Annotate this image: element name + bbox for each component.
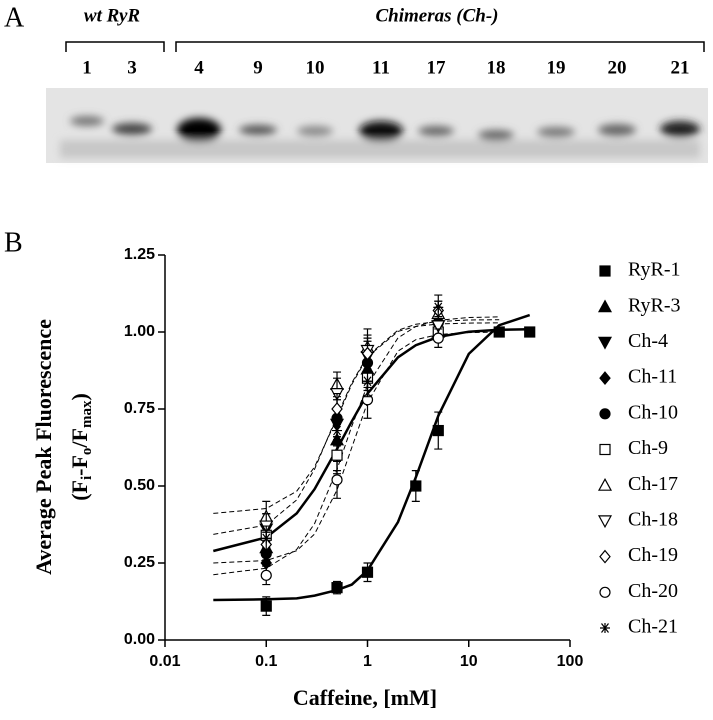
band: [177, 118, 221, 142]
lane-label: 20: [608, 57, 627, 78]
fit-curve: [213, 331, 500, 564]
band: [660, 121, 700, 137]
x-tick-label: 0.01: [149, 653, 180, 670]
band: [537, 127, 575, 137]
legend-label: RyR-3: [628, 294, 681, 316]
marker: [597, 477, 613, 491]
group-label: wt RyR: [84, 5, 140, 26]
subscript: o: [79, 448, 95, 456]
marker: [600, 623, 610, 633]
gel: [46, 88, 708, 163]
x-axis-title: Caffeine, [mM]: [293, 685, 437, 710]
label-part: ): [67, 393, 92, 400]
marker: [260, 569, 272, 581]
legend-label: Ch-20: [628, 580, 678, 602]
bracket: [65, 41, 165, 52]
y-axis-title: (Fi-Fo/Fmax): [67, 393, 95, 501]
band: [70, 116, 104, 126]
y-axis-title: Average Peak Fluorescence: [31, 319, 56, 575]
legend-label: Ch-18: [628, 508, 678, 530]
legend-label: Ch-4: [628, 330, 668, 352]
marker: [331, 474, 343, 486]
band: [418, 126, 454, 136]
lane-label: 4: [194, 57, 204, 78]
marker: [431, 320, 446, 334]
lane-label: 18: [487, 57, 506, 78]
fit-curve: [213, 313, 531, 602]
y-tick-label: 0.50: [124, 477, 155, 494]
marker: [599, 408, 611, 420]
lane-label: 9: [253, 57, 263, 78]
label-part: (F: [67, 480, 92, 501]
marker: [260, 600, 272, 612]
lane-label: 10: [306, 57, 325, 78]
legend-label: Ch-17: [628, 473, 678, 495]
marker: [362, 376, 373, 387]
lane-label: 11: [372, 57, 390, 78]
x-tick-label: 0.1: [255, 653, 277, 670]
marker: [332, 425, 343, 436]
marker: [331, 582, 343, 594]
marker: [597, 515, 613, 529]
legend-label: RyR-1: [628, 259, 681, 281]
marker: [599, 371, 611, 386]
marker: [331, 402, 343, 416]
marker: [599, 443, 611, 456]
marker: [597, 336, 613, 350]
legend-label: Ch-21: [628, 616, 678, 638]
y-tick-label: 0.25: [124, 554, 155, 571]
subscript: max: [79, 400, 95, 428]
marker: [432, 332, 444, 344]
lane-label: 1: [82, 57, 92, 78]
label-part: /F: [67, 428, 92, 449]
gel-bands: [60, 116, 700, 158]
x-tick-label: 100: [557, 653, 584, 670]
band: [112, 123, 152, 135]
y-tick-label: 1.00: [124, 323, 155, 340]
marker: [524, 326, 536, 338]
marker: [410, 480, 422, 492]
marker: [599, 265, 611, 277]
band: [598, 124, 636, 136]
lane-label: 17: [427, 57, 447, 78]
label-part: -F: [67, 455, 92, 476]
marker: [599, 586, 611, 598]
panel-label: A: [4, 2, 25, 33]
x-tick-label: 1: [363, 653, 372, 670]
x-tick-label: 10: [460, 653, 478, 670]
marker: [433, 302, 444, 313]
lane-label: 21: [671, 57, 690, 78]
group-label: Chimeras (Ch-): [376, 5, 499, 26]
marker: [331, 449, 343, 461]
band: [478, 130, 514, 140]
fit-curve: [213, 322, 500, 514]
legend-label: Ch-11: [628, 366, 677, 388]
lane-label: 19: [547, 57, 566, 78]
fit-curve: [213, 319, 500, 535]
legend-label: Ch-10: [628, 401, 678, 423]
band: [359, 121, 403, 141]
legend-label: Ch-9: [628, 437, 668, 459]
marker: [361, 346, 374, 361]
y-tick-label: 0.00: [124, 631, 155, 648]
band: [297, 126, 333, 136]
legend-label: Ch-19: [628, 544, 678, 566]
marker: [597, 299, 613, 313]
y-tick-label: 1.25: [124, 246, 155, 263]
band: [239, 125, 277, 135]
marker: [361, 566, 374, 578]
fit-curve: [213, 316, 500, 576]
gel-smear: [60, 140, 700, 158]
subscript: i: [79, 476, 95, 480]
y-tick-label: 0.75: [124, 400, 155, 417]
panel-label: B: [4, 227, 23, 258]
marker: [432, 424, 444, 437]
bracket: [175, 41, 705, 52]
lane-label: 3: [127, 57, 137, 78]
marker: [599, 549, 611, 564]
marker: [261, 533, 272, 544]
marker: [493, 326, 505, 338]
